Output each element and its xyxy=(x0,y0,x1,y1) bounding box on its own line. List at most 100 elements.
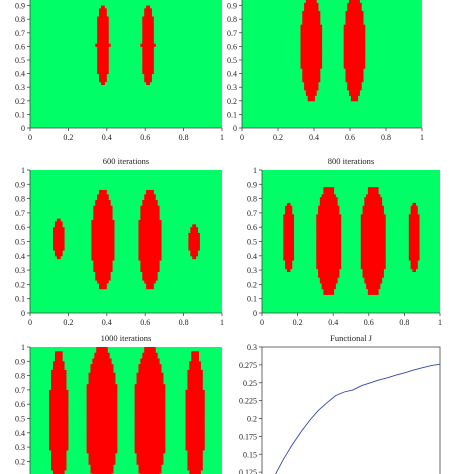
region-row xyxy=(134,398,166,402)
region-row xyxy=(302,79,321,83)
region-row xyxy=(283,220,295,224)
region-row xyxy=(138,369,162,374)
region-row xyxy=(185,444,205,448)
region-row xyxy=(300,60,323,64)
region-row xyxy=(300,57,323,61)
region-row xyxy=(343,43,366,47)
y-tick-label: 0.7 xyxy=(227,29,237,38)
region-row xyxy=(316,217,342,221)
region-row xyxy=(54,352,63,357)
region-row xyxy=(90,467,114,471)
region-row xyxy=(300,38,323,42)
region-row xyxy=(49,395,69,399)
region-row xyxy=(142,60,154,64)
region-row xyxy=(190,230,198,234)
region-row xyxy=(347,87,362,91)
y-tick-label: 0.6 xyxy=(15,400,25,409)
design-panel: 0 0.2 0.4 0.6 0.8 1 0 0.1 0.2 0.3 0.4 0.5 0.6 0.7 0.8 0… xyxy=(227,0,424,142)
region-row xyxy=(134,427,166,431)
region-row xyxy=(343,35,366,39)
y-tick-label: 0.4 xyxy=(15,252,25,261)
region-row xyxy=(97,70,109,75)
region-row xyxy=(347,81,362,85)
region-row xyxy=(97,57,109,61)
y-tick-label: 0.3 xyxy=(247,343,257,352)
region-row xyxy=(360,237,386,241)
region-row xyxy=(144,73,152,77)
region-row xyxy=(286,268,291,273)
region-row xyxy=(187,372,203,377)
region-row xyxy=(410,208,418,212)
region-row xyxy=(90,469,114,474)
region-row xyxy=(99,191,107,195)
region-row xyxy=(88,458,116,462)
region-row xyxy=(91,234,115,238)
region-row xyxy=(408,225,420,230)
region-row xyxy=(86,449,118,454)
region-row xyxy=(144,280,156,284)
region-row xyxy=(364,197,383,201)
region-row xyxy=(93,217,113,221)
x-tick-label: 0.2 xyxy=(293,318,303,327)
region-row xyxy=(91,248,115,253)
y-tick-label: 0.5 xyxy=(15,238,25,247)
region-row xyxy=(136,461,164,465)
region-row xyxy=(91,222,115,227)
design-panel: 0 0.2 0.4 0.6 0.8 1 0 0.1 0.2 0.3 0.4 0.5 0.6 0.7 0.8 0… xyxy=(15,156,224,327)
region-row xyxy=(91,220,115,224)
region-row xyxy=(304,8,319,12)
region-row xyxy=(343,51,366,56)
region-row xyxy=(134,387,166,391)
region-row xyxy=(367,188,379,192)
x-tick-label: 0.8 xyxy=(381,133,391,142)
chart-frame xyxy=(261,346,441,474)
region-row xyxy=(316,220,342,224)
region-row xyxy=(97,40,109,45)
region-row xyxy=(347,5,362,9)
region-row xyxy=(367,288,379,293)
region-row xyxy=(187,455,203,460)
region-row xyxy=(93,205,113,210)
region-row xyxy=(53,472,65,474)
region-row xyxy=(360,228,386,232)
region-row xyxy=(144,349,156,354)
region-row xyxy=(283,251,295,255)
region-row xyxy=(91,242,115,247)
region-row xyxy=(187,464,203,468)
x-tick-label: 0.2 xyxy=(273,133,283,142)
y-tick-label: 0.2 xyxy=(247,280,257,289)
region-row xyxy=(95,277,111,281)
region-row xyxy=(307,98,315,102)
region-row xyxy=(144,8,152,12)
region-row xyxy=(97,65,109,69)
region-row xyxy=(300,46,323,50)
region-row xyxy=(367,291,379,295)
region-row xyxy=(53,227,65,231)
region-row xyxy=(321,282,336,287)
region-row xyxy=(53,244,65,248)
region-row xyxy=(300,54,323,58)
region-row xyxy=(86,427,118,431)
y-tick-label: 0.1 xyxy=(227,110,237,119)
region-row xyxy=(53,469,65,474)
region-row xyxy=(146,81,150,85)
region-row xyxy=(134,438,166,442)
region-row xyxy=(408,242,420,247)
region-row xyxy=(144,79,152,83)
region-row xyxy=(185,427,205,431)
x-tick-label: 0.2 xyxy=(63,133,73,142)
region-row xyxy=(86,447,118,451)
region-row xyxy=(56,255,61,260)
y-tick-label: 0.3 xyxy=(227,83,237,92)
region-row xyxy=(49,407,69,411)
region-row xyxy=(97,68,109,72)
region-row xyxy=(49,404,69,408)
region-row xyxy=(189,472,201,474)
region-row xyxy=(134,429,166,434)
y-tick-label: 0.6 xyxy=(227,42,237,51)
red-region xyxy=(343,0,366,102)
region-row xyxy=(54,351,63,354)
region-row xyxy=(185,447,205,451)
region-row xyxy=(300,51,323,56)
region-row xyxy=(97,24,109,28)
